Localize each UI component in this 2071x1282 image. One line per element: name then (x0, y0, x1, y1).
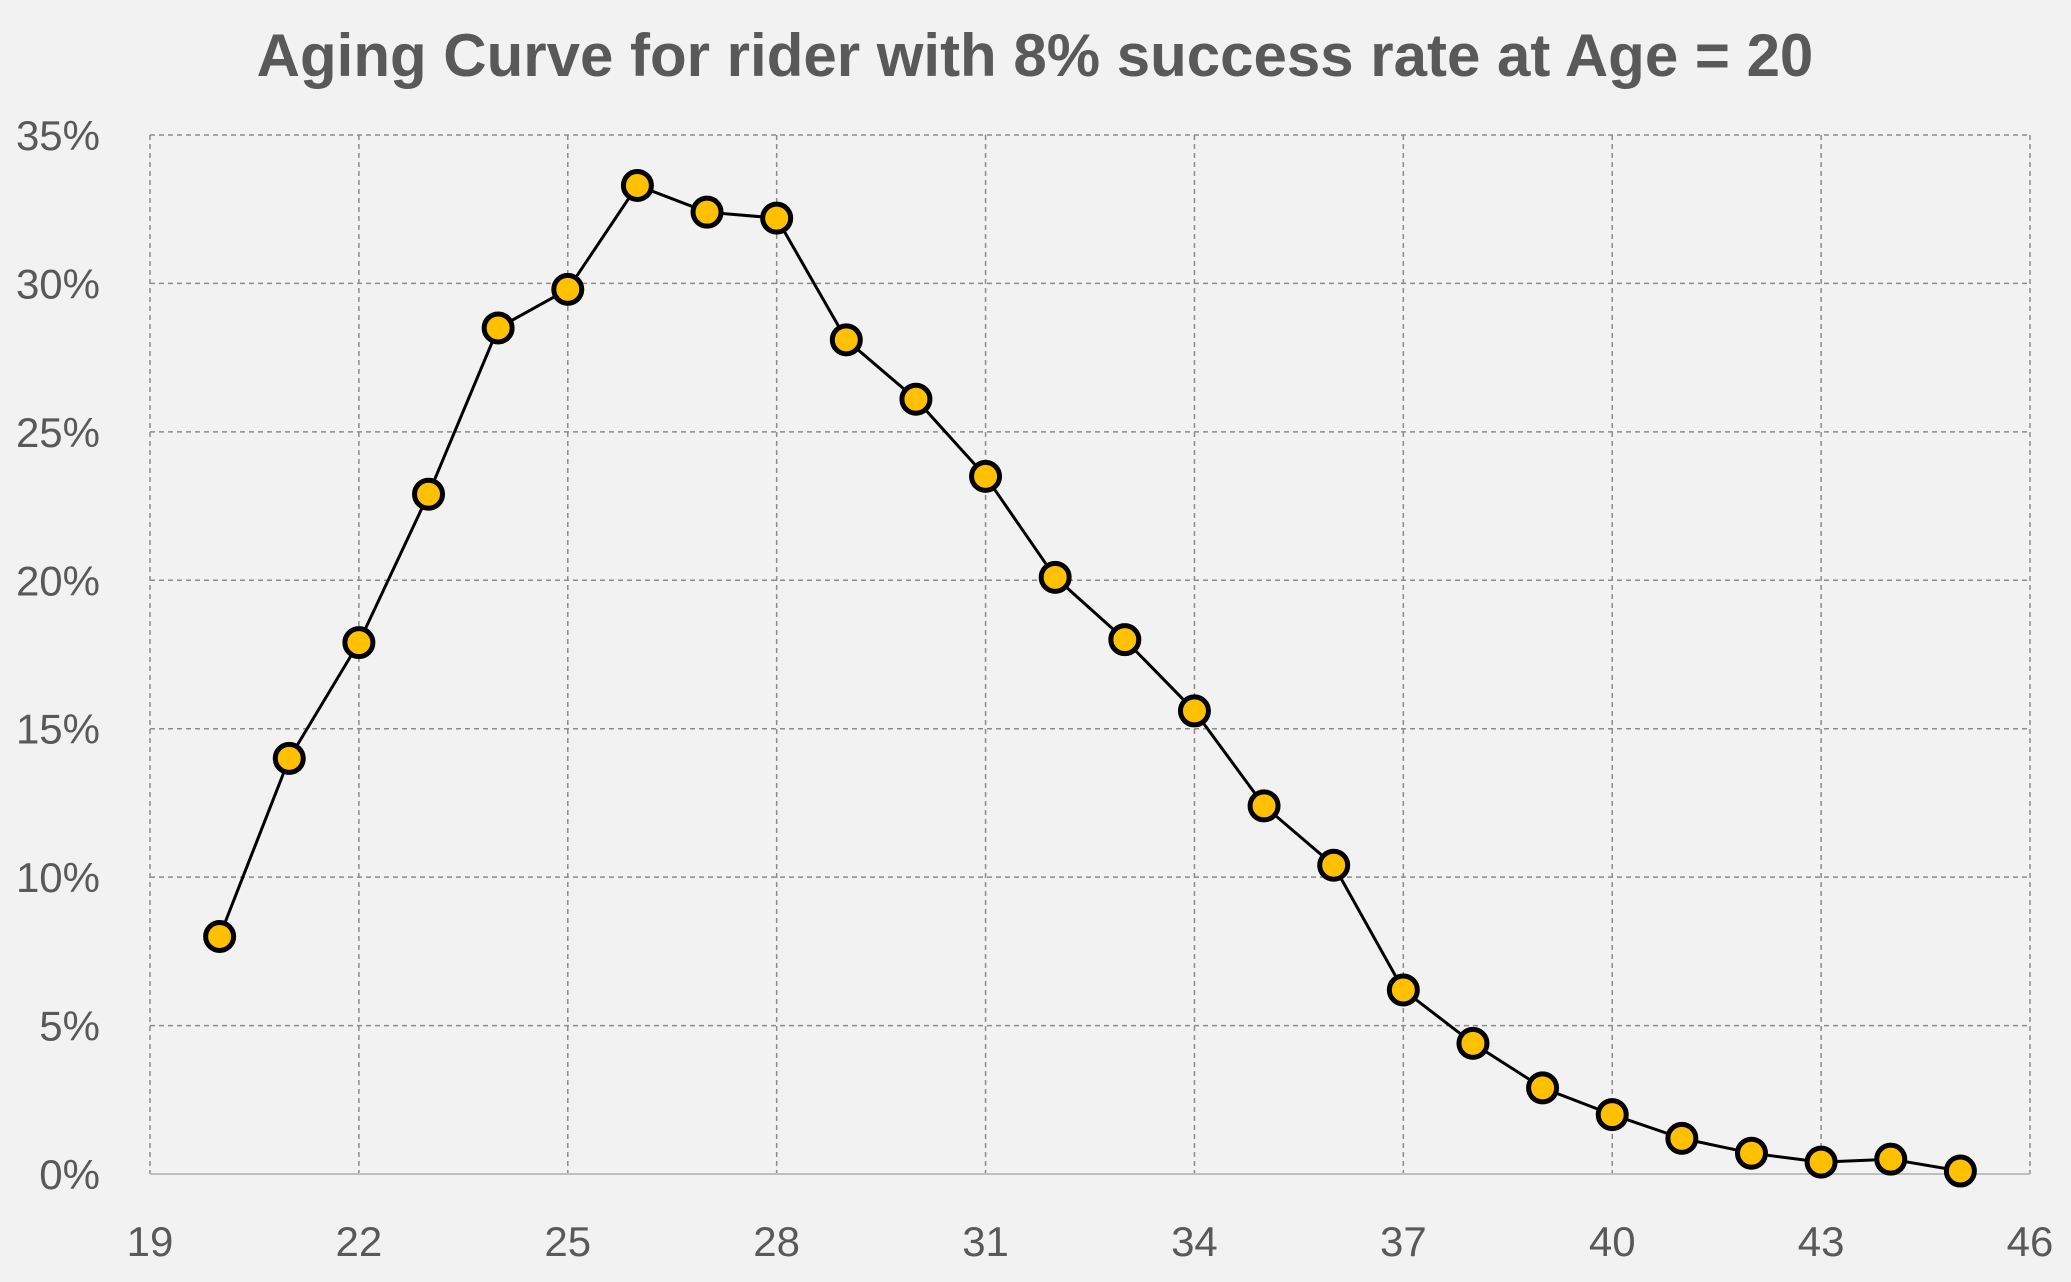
x-tick-label: 40 (1589, 1218, 1636, 1265)
data-point (481, 311, 515, 345)
data-point (1665, 1121, 1699, 1155)
x-tick-label: 34 (1171, 1218, 1218, 1265)
data-point (690, 195, 724, 229)
y-tick-label: 15% (16, 706, 100, 753)
data-point (969, 459, 1003, 493)
data-point (203, 920, 237, 954)
x-tick-label: 22 (336, 1218, 383, 1265)
data-point (1108, 623, 1142, 657)
data-point (1526, 1071, 1560, 1105)
series-layer (203, 168, 1977, 1188)
data-point (1247, 789, 1281, 823)
data-point (620, 168, 654, 202)
x-tick-label: 28 (753, 1218, 800, 1265)
x-tick-label: 37 (1380, 1218, 1427, 1265)
data-point (899, 382, 933, 416)
tick-layer: 0% 5% 10% 15% 20% 25% 30% 35% 19 22 25 28 31 34 37 40 43… (16, 112, 2053, 1265)
data-point (760, 201, 794, 235)
data-point (272, 741, 306, 775)
data-point (1734, 1136, 1768, 1170)
data-point (412, 477, 446, 511)
data-point (1386, 973, 1420, 1007)
x-tick-label: 19 (127, 1218, 174, 1265)
data-point (1456, 1026, 1490, 1060)
series-line (218, 183, 1961, 1173)
y-tick-label: 35% (16, 112, 100, 159)
y-tick-label: 30% (16, 260, 100, 307)
grid-layer (149, 134, 2031, 1174)
data-point (829, 323, 863, 357)
y-tick-label: 10% (16, 854, 100, 901)
data-point (1317, 848, 1351, 882)
x-tick-label: 46 (2007, 1218, 2054, 1265)
y-tick-label: 20% (16, 557, 100, 604)
chart-title: Aging Curve for rider with 8% success ra… (257, 22, 1814, 89)
x-tick-label: 25 (544, 1218, 591, 1265)
data-point (1595, 1098, 1629, 1132)
data-point (551, 272, 585, 306)
x-tick-label: 43 (1798, 1218, 1845, 1265)
data-point (342, 626, 376, 660)
data-point (1874, 1142, 1908, 1176)
data-point (1943, 1154, 1977, 1188)
data-point (1177, 694, 1211, 728)
data-point (1804, 1145, 1838, 1179)
x-tick-label: 31 (962, 1218, 1009, 1265)
data-point (1038, 560, 1072, 594)
y-tick-label: 5% (39, 1003, 100, 1050)
y-tick-label: 0% (39, 1151, 100, 1198)
y-tick-label: 25% (16, 409, 100, 456)
